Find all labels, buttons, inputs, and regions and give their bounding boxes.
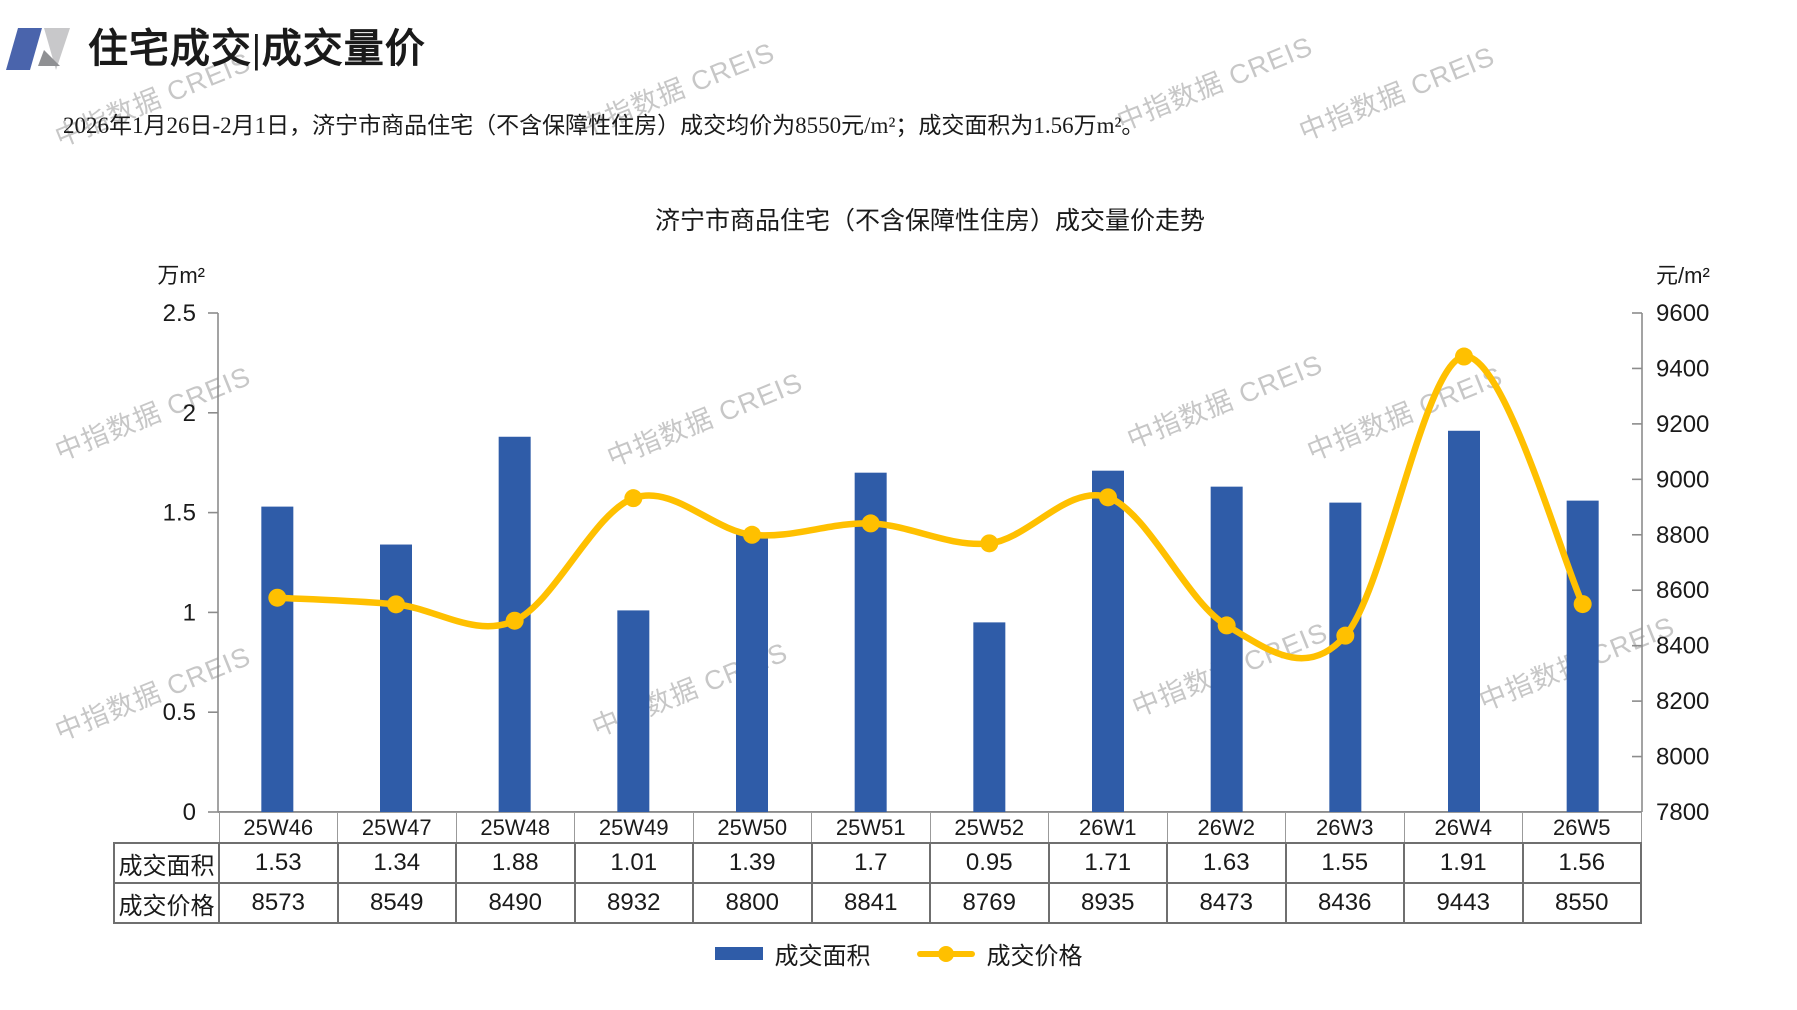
bar — [617, 610, 650, 812]
table-cell: 1.91 — [1403, 842, 1524, 884]
legend-item-price: 成交价格 — [916, 936, 1083, 971]
legend-label: 成交面积 — [774, 944, 871, 970]
week-label: 25W52 — [929, 812, 1049, 844]
week-label: 25W46 — [218, 812, 338, 844]
bar — [1210, 486, 1243, 812]
week-label: 26W4 — [1403, 812, 1523, 844]
bar — [736, 534, 768, 812]
line-marker — [1573, 595, 1592, 614]
legend-item-area: 成交面积 — [714, 936, 871, 971]
bar — [973, 622, 1006, 812]
data-table-wrap: 25W46 25W47 25W48 25W49 25W50 25W51 25W52 26W1 2… — [113, 812, 1642, 924]
week-label: 25W51 — [811, 812, 931, 844]
table-corner-cell — [114, 813, 219, 844]
logo-icon — [6, 28, 70, 70]
axis-tick-label: 9000 — [1656, 466, 1709, 493]
week-label: 26W5 — [1522, 812, 1642, 844]
axis-tick-label: 2 — [183, 400, 196, 427]
bar — [1566, 500, 1599, 812]
bar — [1092, 470, 1124, 812]
axis-tick-label: 9200 — [1656, 411, 1709, 438]
line-marker — [1217, 616, 1236, 635]
table-cell: 8490 — [455, 882, 576, 924]
week-label: 25W50 — [692, 812, 812, 844]
price-line — [274, 353, 1586, 662]
line-marker — [861, 514, 880, 533]
row-header: 成交价格 — [113, 882, 220, 924]
table-cell: 1.56 — [1521, 842, 1642, 884]
axis-tick-label: 0 — [183, 799, 196, 826]
table-cell: 8841 — [810, 882, 931, 924]
table-cell: 8800 — [692, 882, 813, 924]
week-label: 25W47 — [337, 812, 457, 844]
table-cell: 8436 — [1284, 882, 1405, 924]
line-marker — [624, 489, 643, 508]
data-table: 25W46 25W47 25W48 25W49 25W50 25W51 25W52 26W1 2… — [113, 812, 1642, 924]
summary-text: 2026年1月26日-2月1日，济宁市商品住宅（不含保障性住房）成交均价为855… — [63, 113, 1145, 138]
axis-tick-label: 9600 — [1656, 300, 1709, 327]
axis-tick-label: 1.5 — [163, 500, 196, 527]
axes — [208, 312, 1643, 813]
axis-tick-label: 0.5 — [163, 699, 196, 726]
line-marker — [268, 588, 287, 607]
axis-tick-label: 2.5 — [163, 300, 196, 327]
axis-tick-label: 8000 — [1656, 744, 1709, 771]
chart-legend: 成交面积 成交价格 — [0, 936, 1797, 971]
axis-tick-label: 7800 — [1656, 799, 1709, 826]
table-cell: 8550 — [1521, 882, 1642, 924]
line-marker — [743, 525, 761, 544]
table-cell: 1.01 — [573, 842, 694, 884]
week-label: 26W2 — [1166, 812, 1286, 844]
table-cell: 9443 — [1403, 882, 1524, 924]
table-cell: 1.7 — [810, 842, 931, 884]
table-cell: 8549 — [336, 882, 457, 924]
table-cell: 1.53 — [218, 842, 339, 884]
right-axis-unit: 元/m² — [1656, 263, 1710, 288]
table-cell: 8769 — [929, 882, 1050, 924]
bar — [1448, 430, 1480, 812]
line-marker-icon — [916, 945, 975, 963]
bar — [1329, 502, 1362, 812]
bar — [380, 544, 412, 812]
page-title: 住宅成交|成交量价 — [88, 26, 426, 71]
line-marker — [1455, 347, 1473, 366]
axis-tick-label: 8200 — [1656, 688, 1709, 715]
line-marker — [505, 611, 524, 630]
table-cell: 8573 — [218, 882, 339, 924]
table-cell: 1.39 — [692, 842, 813, 884]
table-cell: 1.34 — [336, 842, 457, 884]
week-label: 26W1 — [1048, 812, 1168, 844]
table-cell: 1.88 — [455, 842, 576, 884]
chart-title: 济宁市商品住宅（不含保障性住房）成交量价走势 — [654, 208, 1205, 235]
axis-tick-label: 1 — [183, 599, 196, 626]
axis-tick-label: 8800 — [1656, 522, 1709, 549]
axis-tick-label: 8400 — [1656, 633, 1709, 660]
line-marker — [1099, 488, 1117, 507]
table-cell: 8932 — [573, 882, 694, 924]
axis-tick-label: 9400 — [1656, 355, 1709, 382]
table-cell: 1.71 — [1047, 842, 1168, 884]
bar-swatch-icon — [714, 947, 763, 960]
bar — [261, 506, 294, 812]
week-label: 26W3 — [1285, 812, 1405, 844]
table-cell: 8935 — [1047, 882, 1168, 924]
row-header: 成交面积 — [113, 842, 220, 884]
line-marker — [1336, 626, 1355, 645]
table-cell: 1.63 — [1166, 842, 1287, 884]
week-label: 25W48 — [455, 812, 575, 844]
line-marker — [387, 595, 405, 614]
table-cell: 8473 — [1166, 882, 1287, 924]
left-axis-unit: 万m² — [157, 263, 205, 288]
line-marker — [980, 534, 999, 553]
table-cell: 1.55 — [1284, 842, 1405, 884]
axis-tick-label: 8600 — [1656, 577, 1709, 604]
legend-label: 成交价格 — [986, 944, 1083, 970]
table-cell: 0.95 — [929, 842, 1050, 884]
week-label: 25W49 — [574, 812, 694, 844]
